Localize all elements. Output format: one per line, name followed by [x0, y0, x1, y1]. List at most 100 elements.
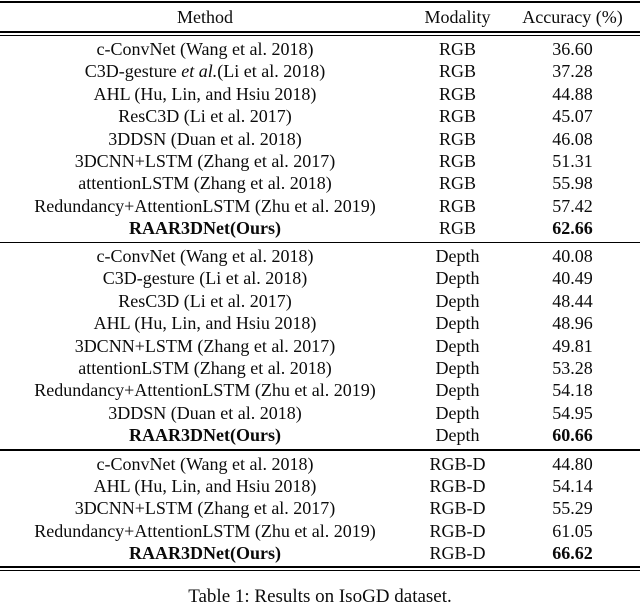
method-cell: c-ConvNet (Wang et al. 2018)	[96, 246, 314, 267]
accuracy-cell: 45.07	[552, 106, 593, 127]
method-cell: Redundancy+AttentionLSTM (Zhu et al. 201…	[34, 520, 376, 541]
method-cell: 3DCNN+LSTM (Zhang et al. 2017)	[74, 335, 336, 356]
method-cell: attentionLSTM (Zhang et al. 2018)	[78, 357, 332, 378]
method-cell: C3D-gesture (Li et al. 2018)	[102, 268, 308, 289]
table-row: attentionLSTM (Zhang et al. 2018) RGB 55.9…	[0, 172, 640, 194]
table-row: ResC3D (Li et al. 2017) Depth 48.44	[0, 290, 640, 312]
modality-cell: RGB	[438, 83, 476, 104]
section-separator-rule-1	[0, 241, 640, 244]
accuracy-cell: 49.81	[552, 335, 593, 356]
method-cell: RAAR3DNet(Ours)	[129, 543, 281, 564]
accuracy-cell: 54.18	[552, 380, 593, 401]
table-row: 3DCNN+LSTM (Zhang et al. 2017) RGB 51.31	[0, 150, 640, 172]
table-row: RAAR3DNet(Ours) RGB-D 66.62	[0, 542, 640, 564]
table-row: AHL (Hu, Lin, and Hsiu 2018) Depth 48.96	[0, 312, 640, 334]
section-separator-rule-2	[0, 448, 640, 451]
modality-cell: Depth	[435, 357, 480, 378]
method-cell: AHL (Hu, Lin, and Hsiu 2018)	[93, 475, 317, 496]
modality-cell: RGB	[438, 173, 476, 194]
method-cell: 3DCNN+LSTM (Zhang et al. 2017)	[74, 150, 336, 171]
table-row: 3DCNN+LSTM (Zhang et al. 2017) RGB-D 55.29	[0, 497, 640, 519]
modality-cell: RGB-D	[429, 543, 486, 564]
table-row: c-ConvNet (Wang et al. 2018) Depth 40.08	[0, 245, 640, 267]
section-rgbd: c-ConvNet (Wang et al. 2018) RGB-D 44.80 AH…	[0, 451, 640, 567]
modality-cell: Depth	[435, 402, 480, 423]
table-row: 3DCNN+LSTM (Zhang et al. 2017) Depth 49.81	[0, 335, 640, 357]
method-cell: Redundancy+AttentionLSTM (Zhu et al. 201…	[34, 195, 376, 216]
table-row: 3DDSN (Duan et al. 2018) RGB 46.08	[0, 128, 640, 150]
accuracy-cell: 40.49	[552, 268, 593, 289]
table-row: C3D-gesture (Li et al. 2018) Depth 40.49	[0, 267, 640, 289]
accuracy-cell: 60.66	[552, 425, 593, 446]
col-header-modality: Modality	[424, 6, 491, 27]
accuracy-cell: 44.88	[552, 83, 593, 104]
table-row: RAAR3DNet(Ours) RGB 62.66	[0, 217, 640, 239]
table-row: Redundancy+AttentionLSTM (Zhu et al. 201…	[0, 520, 640, 542]
table-row: ResC3D (Li et al. 2017) RGB 45.07	[0, 105, 640, 127]
accuracy-cell: 46.08	[552, 128, 593, 149]
modality-cell: RGB	[438, 39, 476, 59]
accuracy-cell: 62.66	[552, 218, 593, 239]
table-row: Redundancy+AttentionLSTM (Zhu et al. 201…	[0, 379, 640, 401]
accuracy-cell: 61.05	[552, 520, 593, 541]
modality-cell: Depth	[435, 335, 480, 356]
modality-cell: Depth	[435, 268, 480, 289]
accuracy-cell: 51.31	[552, 150, 593, 171]
modality-cell: RGB-D	[429, 498, 486, 519]
modality-cell: RGB-D	[429, 475, 486, 496]
accuracy-cell: 36.60	[552, 39, 593, 59]
accuracy-cell: 54.95	[552, 402, 593, 423]
section-rgb: c-ConvNet (Wang et al. 2018) RGB 36.60 C3D-…	[0, 36, 640, 242]
method-cell: attentionLSTM (Zhang et al. 2018)	[78, 173, 332, 194]
accuracy-cell: 44.80	[552, 453, 593, 474]
method-cell: AHL (Hu, Lin, and Hsiu 2018)	[93, 83, 317, 104]
table-row: c-ConvNet (Wang et al. 2018) RGB 36.60	[0, 38, 640, 60]
method-cell: c-ConvNet (Wang et al. 2018)	[96, 39, 314, 59]
table-header-row: Method Modality Accuracy (%)	[0, 3, 640, 31]
accuracy-cell: 54.14	[552, 475, 593, 496]
table-row: AHL (Hu, Lin, and Hsiu 2018) RGB 44.88	[0, 83, 640, 105]
modality-cell: RGB	[438, 128, 476, 149]
modality-cell: Depth	[435, 290, 480, 311]
table-row: c-ConvNet (Wang et al. 2018) RGB-D 44.80	[0, 453, 640, 475]
method-cell: c-ConvNet (Wang et al. 2018)	[96, 453, 314, 474]
header-separator-rule	[0, 31, 640, 36]
modality-cell: RGB-D	[429, 453, 486, 474]
accuracy-cell: 53.28	[552, 357, 593, 378]
method-cell: Redundancy+AttentionLSTM (Zhu et al. 201…	[34, 380, 376, 401]
col-header-accuracy: Accuracy (%)	[522, 6, 623, 27]
method-cell: 3DDSN (Duan et al. 2018)	[108, 128, 302, 149]
table-row: C3D-gesture et al.(Li et al. 2018) RGB 37.…	[0, 60, 640, 82]
top-rule	[0, 1, 640, 3]
bottom-rule	[0, 566, 640, 572]
table-row: attentionLSTM (Zhang et al. 2018) Depth 53…	[0, 357, 640, 379]
table-row: RAAR3DNet(Ours) Depth 60.66	[0, 424, 640, 446]
section-depth: c-ConvNet (Wang et al. 2018) Depth 40.08 C3…	[0, 243, 640, 449]
table-row: AHL (Hu, Lin, and Hsiu 2018) RGB-D 54.14	[0, 475, 640, 497]
method-cell: 3DCNN+LSTM (Zhang et al. 2017)	[74, 498, 336, 519]
accuracy-cell: 66.62	[552, 543, 593, 564]
method-cell: AHL (Hu, Lin, and Hsiu 2018)	[93, 313, 317, 334]
accuracy-cell: 37.28	[552, 61, 593, 82]
accuracy-cell: 48.44	[552, 290, 593, 311]
method-cell: ResC3D (Li et al. 2017)	[118, 290, 292, 311]
modality-cell: Depth	[435, 380, 480, 401]
modality-cell: RGB	[438, 61, 476, 82]
accuracy-cell: 55.29	[552, 498, 593, 519]
method-cell: C3D-gesture et al.(Li et al. 2018)	[84, 61, 326, 82]
modality-cell: Depth	[435, 246, 480, 267]
table-row: Redundancy+AttentionLSTM (Zhu et al. 201…	[0, 195, 640, 217]
accuracy-cell: 55.98	[552, 173, 593, 194]
accuracy-cell: 48.96	[552, 313, 593, 334]
modality-cell: RGB	[438, 150, 476, 171]
modality-cell: Depth	[435, 425, 480, 446]
method-cell: RAAR3DNet(Ours)	[129, 218, 281, 239]
modality-cell: Depth	[435, 313, 480, 334]
col-header-method: Method	[177, 6, 233, 27]
modality-cell: RGB	[438, 106, 476, 127]
table-row: 3DDSN (Duan et al. 2018) Depth 54.95	[0, 402, 640, 424]
accuracy-cell: 57.42	[552, 195, 593, 216]
method-cell: RAAR3DNet(Ours)	[129, 425, 281, 446]
modality-cell: RGB	[438, 195, 476, 216]
